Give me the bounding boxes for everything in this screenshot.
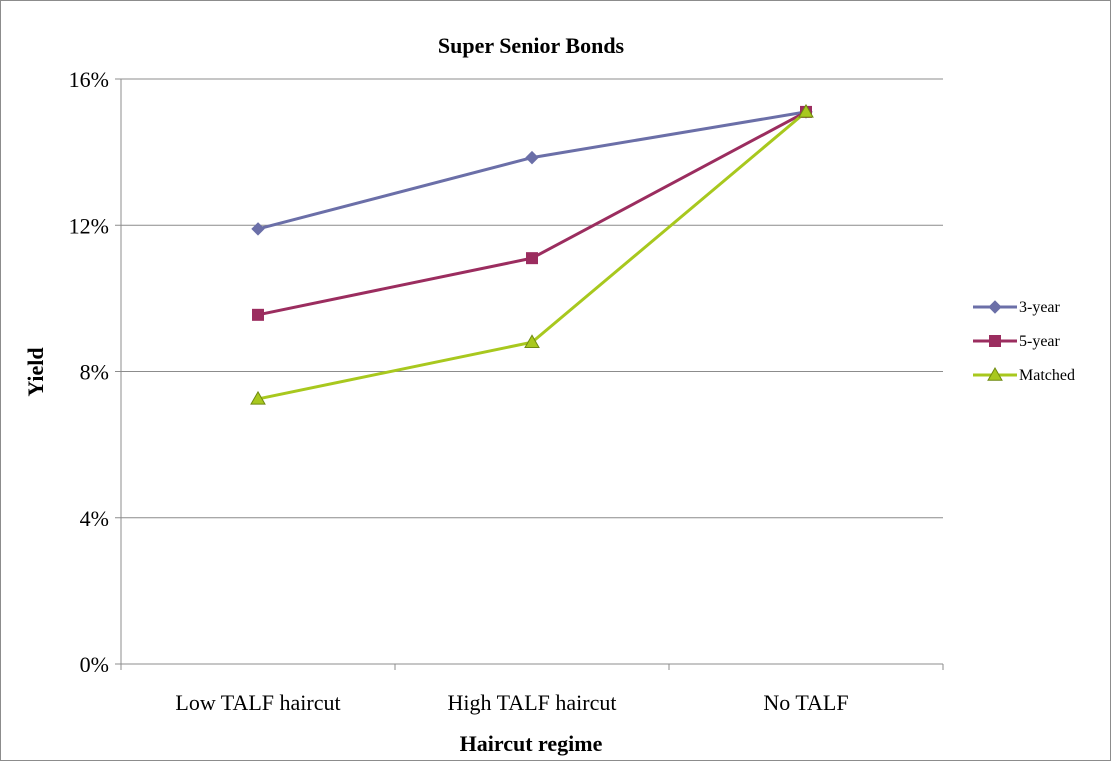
data-point [252,308,264,321]
legend-label: 3-year [1019,299,1061,316]
data-point [526,252,538,265]
y-axis-title: Yield [23,347,48,396]
gridlines [121,78,943,519]
legend-item: 3-year [973,299,1061,316]
legend: 3-year 5-year Matched [973,299,1075,384]
x-tick-label: No TALF [763,690,848,715]
series-5-year [252,105,812,321]
data-point [525,150,539,165]
y-tick-label: 8% [80,360,109,385]
data-point [798,103,814,118]
legend-marker [989,335,1001,347]
x-axis-title: Haircut regime [460,731,603,756]
chart-title: Super Senior Bonds [438,33,625,58]
legend-label: Matched [1019,367,1075,384]
data-point [250,390,266,405]
y-tick-label: 4% [80,506,109,531]
series-3-year [251,105,813,236]
series-line [257,110,807,317]
x-tick-label: High TALF haircut [448,690,617,715]
legend-marker [988,300,1002,314]
y-tick-label: 12% [69,213,109,238]
series-matched [250,103,814,405]
y-tick-label: 0% [80,652,109,677]
data-point [251,222,265,236]
series-group [250,103,814,405]
legend-item: Matched [973,366,1075,384]
data-point [524,334,540,348]
x-tick-label: Low TALF haircut [175,690,340,715]
series-line [257,110,807,231]
legend-label: 5-year [1019,333,1061,350]
legend-marker [987,366,1003,381]
axes: 0% 4% 8% 12% 16% Low TALF haircut High TALF ha… [69,67,944,715]
legend-item: 5-year [973,333,1061,350]
y-tick-label: 16% [69,67,109,92]
